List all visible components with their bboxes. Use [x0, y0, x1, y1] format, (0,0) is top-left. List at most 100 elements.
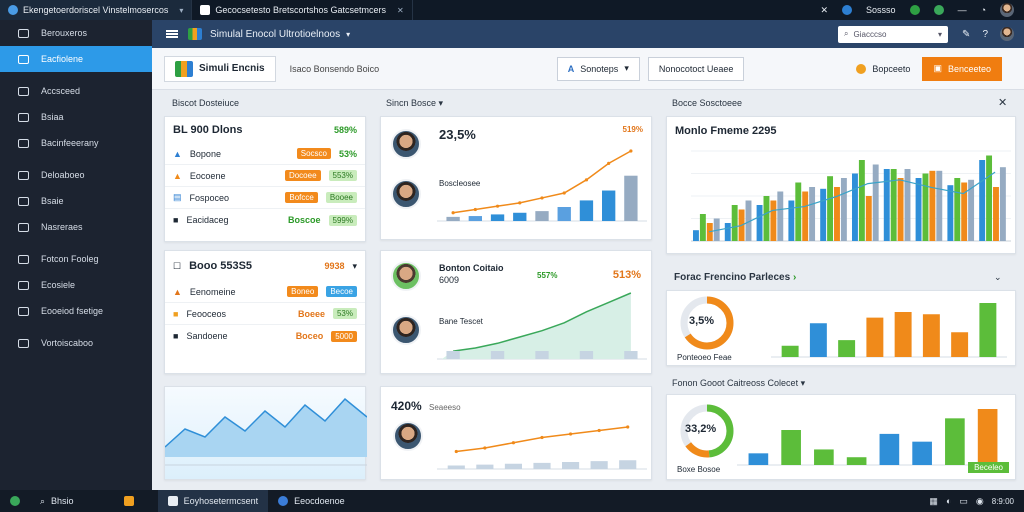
- network-icon[interactable]: ▦: [929, 495, 938, 506]
- sidebar-item-dashboard[interactable]: Deloaboeo: [0, 162, 152, 188]
- footer-chip[interactable]: Beceleo: [968, 462, 1009, 473]
- bar: [827, 176, 834, 241]
- start-button[interactable]: [0, 490, 30, 512]
- bar: [624, 351, 638, 359]
- kpi-value: 589%: [333, 125, 357, 135]
- taskbar-search[interactable]: ⌕ Bhsio: [30, 490, 84, 512]
- person-avatar: [391, 129, 421, 159]
- bar: [954, 178, 961, 241]
- close-icon[interactable]: ✕: [396, 5, 404, 15]
- secondary-button[interactable]: Nonocotoct Ueaee: [647, 56, 745, 81]
- kpi-row-label: Eenomeine: [189, 286, 236, 297]
- menu-icon[interactable]: [166, 30, 178, 38]
- app-title: Simulal Enocol Ultrotioelnoos: [210, 28, 341, 40]
- donut-label: Ponteoeo Feae: [677, 353, 732, 362]
- chevron-down-icon[interactable]: ▾: [346, 29, 351, 39]
- bar: [986, 155, 993, 241]
- sidebar: Berouxeros Eacfiolene Accsceed Bsiaa Bac…: [0, 20, 152, 490]
- whatsapp-icon[interactable]: [909, 5, 920, 15]
- sim-tag: 557%: [537, 271, 558, 280]
- user-avatar[interactable]: [1000, 27, 1014, 41]
- donut-segment: [680, 404, 734, 458]
- bar-chart: [737, 409, 1009, 466]
- chevron-down-icon[interactable]: ⌄: [994, 272, 1002, 282]
- warning-icon: ▲: [173, 170, 182, 181]
- help-icon[interactable]: ?: [982, 28, 988, 40]
- grid-icon: [18, 28, 29, 38]
- minimize-icon[interactable]: —: [957, 5, 967, 15]
- kpi-row-value: 53%: [332, 308, 357, 319]
- chevron-down-icon: ▾: [438, 98, 444, 108]
- checkbox-icon[interactable]: ☐: [173, 260, 182, 271]
- sidebar-item-active[interactable]: Eacfiolene: [0, 46, 152, 72]
- extension-icon[interactable]: [933, 5, 944, 15]
- section-title-with-dropdown[interactable]: Forac Frencino Parleces ›: [674, 272, 796, 283]
- line-point: [540, 196, 544, 200]
- primary-button-label: Benceeteo: [947, 63, 991, 74]
- taskbar-app[interactable]: Eeocdoenoe: [268, 490, 355, 512]
- bar: [951, 332, 969, 357]
- notification-icon[interactable]: ◉: [975, 495, 984, 506]
- close-icon[interactable]: ▾: [179, 5, 184, 15]
- sidebar-item-label: Berouxeros: [41, 28, 88, 38]
- sidebar-item-ecosystem[interactable]: Ecosiele: [0, 272, 152, 298]
- close-icon[interactable]: ✕: [820, 4, 829, 15]
- bar-line-chart: [437, 149, 647, 222]
- browser-tab-2[interactable]: Gecocsetesto Bretscortshos Gatcsetmcers …: [192, 0, 413, 20]
- sidebar-item-networks[interactable]: Nasreraes: [0, 214, 152, 240]
- kpi-chip: Boneo: [287, 286, 319, 297]
- area-chart: [164, 397, 368, 466]
- sidebar-item-settings[interactable]: Eooeiod fsetige: [0, 298, 152, 324]
- taskbar-app[interactable]: Eoyhosetermcsent: [157, 490, 269, 512]
- section-title-with-dropdown[interactable]: Sincn Bosce ▾: [386, 98, 443, 109]
- kpi-row-label: Eocoene: [189, 170, 226, 181]
- search-input[interactable]: ⌕ Giacccso ▾: [838, 25, 949, 43]
- bar: [945, 418, 965, 465]
- bar: [809, 187, 816, 241]
- area-chart-tile[interactable]: [164, 386, 368, 480]
- view-dropdown[interactable]: A Sonoteps ▾: [556, 56, 640, 81]
- kpi-row-label: Bopone: [189, 148, 221, 159]
- profile-icon[interactable]: [842, 5, 853, 15]
- donut-chart: [680, 404, 734, 458]
- sidebar-item-basic[interactable]: Bsiaa: [0, 104, 152, 130]
- bell-icon[interactable]: ◔: [980, 5, 986, 15]
- avatar[interactable]: [1000, 3, 1014, 17]
- bar: [852, 173, 858, 241]
- browser-tab-1[interactable]: Ekengetoerdoriscel Vinstelmosercos ▾: [0, 0, 193, 20]
- line-point: [626, 425, 630, 429]
- bar: [745, 200, 752, 241]
- browser-icon: [278, 496, 289, 506]
- bar: [763, 196, 770, 241]
- battery-icon[interactable]: ▭: [959, 495, 968, 506]
- person-avatar: [393, 421, 423, 451]
- sidebar-item-workspace[interactable]: Vortoiscaboo: [0, 330, 152, 356]
- sidebar-item-sales[interactable]: Bsaie: [0, 188, 152, 214]
- sidebar-item-forecast[interactable]: Fotcon Fooleg: [0, 246, 152, 272]
- close-icon[interactable]: ✕: [998, 97, 1008, 109]
- sidebar-item-home[interactable]: Berouxeros: [0, 20, 152, 46]
- sidebar-item-label: Eooeiod fsetige: [41, 306, 104, 316]
- kpi-card: ☐ Booo 553S5 9938 ▾ ▲ Eenomeine Boneo Becoe…: [164, 250, 366, 374]
- section-title-with-dropdown[interactable]: Fonon Gooot Caitreoss Colecet ▾: [672, 378, 805, 389]
- series-line: [456, 426, 628, 453]
- sidebar-item-accounts[interactable]: Accsceed: [0, 78, 152, 104]
- taskbar-app-label: Eeocdoenoe: [294, 496, 345, 506]
- edit-icon[interactable]: ✎: [962, 28, 971, 40]
- taskbar-app[interactable]: [114, 490, 144, 512]
- sidebar-item-label: Bsaie: [41, 196, 64, 206]
- sort-icon[interactable]: ▾: [352, 260, 357, 271]
- bar: [961, 182, 968, 241]
- sidebar-item-inventory[interactable]: Bacinfeeerany: [0, 130, 152, 156]
- search-placeholder: Giacccso: [853, 29, 887, 39]
- status-badge[interactable]: Bopceeto: [856, 63, 910, 74]
- bar: [533, 462, 551, 469]
- line-point: [629, 149, 633, 153]
- primary-button[interactable]: ▣ Benceeteo: [922, 56, 1002, 81]
- bar-chart: [771, 303, 1007, 358]
- alert-icon: [856, 63, 867, 74]
- bar: [535, 211, 549, 221]
- volume-icon[interactable]: ◐: [945, 496, 952, 506]
- brand-box[interactable]: Simuli Encnis: [164, 55, 276, 82]
- bar: [777, 191, 784, 241]
